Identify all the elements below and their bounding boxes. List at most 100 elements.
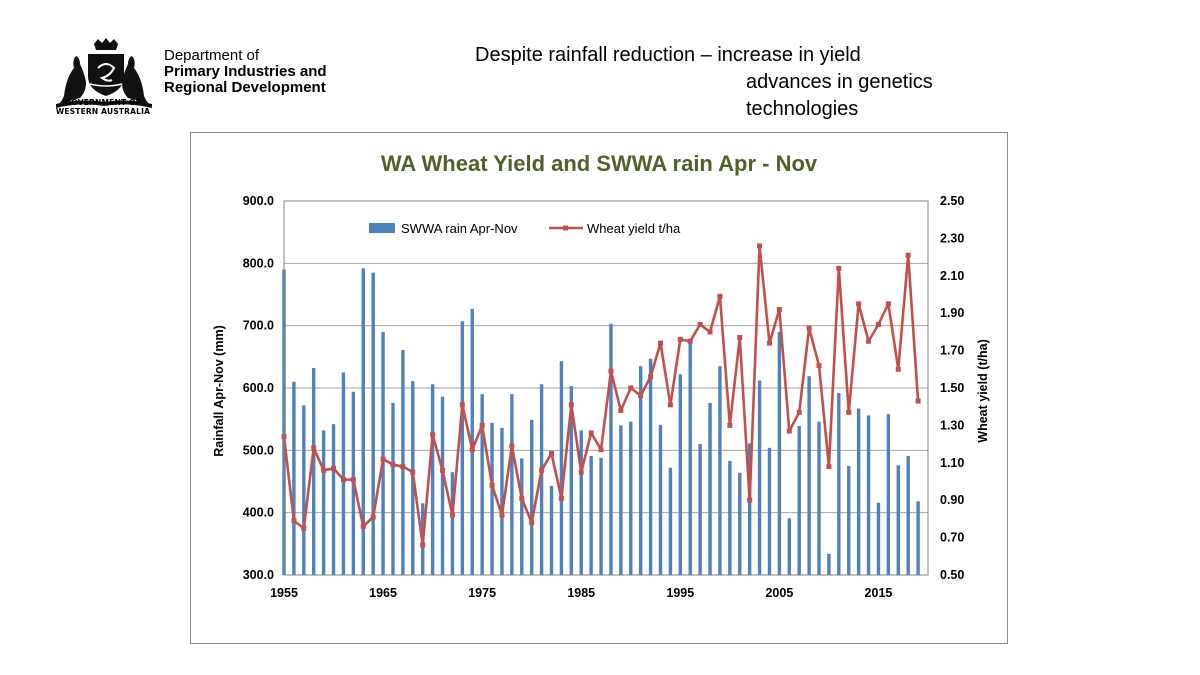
yield-point — [360, 523, 366, 529]
y2-tick-label: 2.10 — [940, 269, 964, 283]
yield-point — [717, 293, 723, 299]
legend-label-rain: SWWA rain Apr-Nov — [401, 221, 518, 236]
axes: 300.0 400.0 500.0 600.0 700.0 800.0 900.0 0.50 0… — [243, 194, 965, 600]
rain-bar — [331, 424, 336, 575]
yield-point — [866, 338, 872, 344]
rain-bar — [658, 424, 663, 575]
y2-tick-label: 1.70 — [940, 344, 964, 358]
y-tick-label: 300.0 — [243, 568, 274, 582]
yield-point — [766, 340, 772, 346]
rain-bar — [728, 460, 732, 575]
y2-tick-label: 2.30 — [940, 231, 964, 245]
x-tick-label: 1975 — [468, 586, 496, 600]
rain-bar — [500, 427, 504, 575]
rain-bar — [549, 485, 554, 575]
rain-bar — [648, 358, 653, 575]
yield-point — [350, 477, 356, 483]
yield-point — [727, 422, 733, 428]
legend: SWWA rain Apr-Nov Wheat yield t/ha — [369, 221, 681, 236]
dept-line-1: Department of — [164, 47, 260, 64]
department-name: Department of Primary Industries and Reg… — [164, 48, 327, 96]
y-tick-label: 600.0 — [243, 381, 274, 395]
rain-bar — [312, 368, 316, 575]
yield-point — [499, 512, 505, 518]
yield-point — [529, 520, 535, 526]
rain-bar — [856, 408, 861, 575]
yield-point — [568, 402, 574, 408]
yield-point — [648, 374, 654, 380]
rain-bar — [886, 414, 891, 575]
rain-bar — [599, 457, 603, 575]
yield-point — [895, 366, 901, 372]
dept-line-3: Regional Development — [164, 79, 326, 96]
coat-of-arms-crest — [56, 38, 152, 108]
rain-bar — [698, 444, 702, 575]
rain-bar — [381, 331, 385, 575]
x-tick-label: 2015 — [865, 586, 893, 600]
y-tick-label: 900.0 — [243, 194, 274, 208]
rain-bar — [341, 372, 346, 575]
yield-point — [390, 462, 396, 468]
rain-bar — [559, 361, 564, 575]
y-tick-label: 800.0 — [243, 256, 274, 270]
rain-bar — [391, 402, 395, 575]
yield-point — [340, 477, 346, 483]
yield-point — [608, 368, 614, 374]
yield-point — [410, 469, 416, 475]
y-tick-label: 400.0 — [243, 506, 274, 520]
rain-bar — [520, 458, 524, 575]
yield-point — [321, 467, 327, 473]
dept-line-2: Primary Industries and — [164, 63, 327, 80]
yield-point — [747, 497, 753, 503]
legend-swatch-rain — [369, 223, 395, 233]
rain-bar — [430, 384, 435, 575]
yield-point — [667, 402, 673, 408]
rain-bar — [777, 331, 782, 575]
yield-point — [311, 445, 317, 451]
yield-point — [856, 301, 862, 307]
rain-bar — [678, 374, 683, 575]
yield-point — [905, 252, 911, 258]
yield-point — [697, 321, 703, 327]
y2-tick-label: 0.70 — [940, 531, 964, 545]
yield-point — [875, 321, 881, 327]
yield-point — [915, 398, 921, 404]
yield-point — [588, 430, 594, 436]
rain-bar — [916, 501, 920, 575]
yield-point — [479, 422, 485, 428]
rain-bar — [440, 396, 445, 575]
rain-bar — [847, 465, 851, 575]
plot-area-border — [283, 200, 929, 576]
rain-bar — [619, 425, 623, 575]
yield-point — [737, 335, 743, 341]
rain-bar — [569, 386, 574, 575]
yield-point — [628, 385, 634, 391]
rain-bar — [747, 443, 752, 575]
yield-point — [430, 432, 436, 438]
yield-point — [618, 407, 624, 413]
x-tick-label: 1995 — [666, 586, 694, 600]
x-tick-label: 1985 — [567, 586, 595, 600]
rain-bar — [629, 421, 633, 575]
yield-point — [598, 447, 604, 453]
x-tick-label: 2005 — [765, 586, 793, 600]
legend-label-yield: Wheat yield t/ha — [587, 221, 681, 236]
yield-point — [816, 363, 822, 369]
yield-point — [459, 402, 465, 408]
combo-chart: WA Wheat Yield and SWWA rain Apr - Nov 3… — [212, 151, 990, 600]
yield-point — [420, 542, 426, 548]
yield-point — [846, 409, 852, 415]
yield-point — [489, 482, 495, 488]
rain-bar — [292, 381, 296, 575]
yield-point — [836, 265, 842, 271]
rain-bar — [579, 430, 583, 575]
rain-bar — [718, 366, 722, 575]
yield-point — [380, 456, 386, 462]
rain-bar — [470, 308, 474, 575]
rain-bar — [896, 465, 900, 575]
rain-bar — [668, 467, 673, 575]
x-tick-label: 1955 — [270, 586, 298, 600]
yield-point — [549, 450, 555, 456]
yield-point — [757, 243, 763, 249]
rain-bar — [866, 415, 871, 575]
